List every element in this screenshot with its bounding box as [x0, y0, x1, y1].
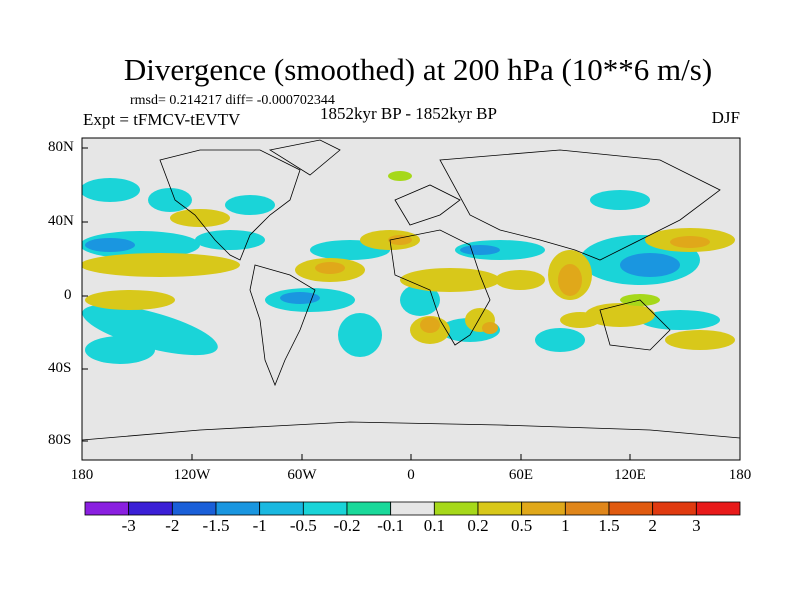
colorbar-box [652, 501, 697, 516]
lon-label: 120W [173, 467, 211, 483]
lon-label: 180 [70, 467, 94, 483]
colorbar-label: 0.2 [467, 516, 489, 535]
colorbar-box [608, 501, 654, 516]
colorbar-box [346, 501, 392, 516]
lon-label: 120E [614, 467, 646, 483]
colorbar-box [302, 501, 348, 516]
colorbar-label: 1.5 [598, 516, 620, 535]
season-label: DJF [711, 108, 740, 127]
lat-label: 40N [48, 213, 74, 229]
colorbar-box [477, 501, 523, 516]
lon-label: 60W [287, 467, 317, 483]
axis-ticks [82, 147, 631, 460]
colorbar-label: 2 [648, 516, 657, 535]
colorbar-label: -1 [252, 516, 267, 535]
lat-label: 80N [48, 139, 74, 155]
lat-label: 80S [48, 432, 72, 448]
coastlines [82, 139, 740, 441]
lon-label: 180 [728, 467, 752, 483]
colorbar-box [521, 501, 566, 516]
colorbar-label: 1 [561, 516, 570, 535]
colorbar-box [390, 501, 435, 516]
colorbar-label: 0.5 [511, 516, 533, 535]
colorbar-box [695, 501, 741, 516]
colorbar-label: -0.1 [377, 516, 405, 535]
lon-label: 0 [407, 467, 415, 483]
colorbar-box [171, 501, 217, 516]
colorbar-box [128, 501, 173, 516]
colorbar-label: 3 [692, 516, 701, 535]
colorbar-box [259, 501, 304, 516]
colorbar-label: -3 [121, 516, 136, 535]
lat-label: 0 [64, 287, 72, 303]
lon-label: 60E [508, 467, 534, 483]
divergence-field [82, 171, 735, 364]
colorbar-box [84, 501, 130, 516]
stats-label: rmsd= 0.214217 diff= -0.000702344 [130, 93, 335, 108]
colorbar-label: -0.5 [289, 516, 317, 535]
colorbar-label: 0.1 [423, 516, 445, 535]
lat-label: 40S [48, 360, 72, 376]
colorbar [84, 501, 741, 516]
colorbar-box [215, 501, 261, 516]
experiment-label: Expt = tFMCV-tEVTV [83, 110, 241, 129]
colorbar-label: -1.5 [202, 516, 230, 535]
colorbar-label: -0.2 [333, 516, 361, 535]
period-label: 1852kyr BP - 1852kyr BP [320, 104, 497, 123]
colorbar-label: -2 [165, 516, 180, 535]
plot-title: Divergence (smoothed) at 200 hPa (10**6 … [123, 52, 713, 87]
colorbar-box [433, 501, 479, 516]
colorbar-box [564, 501, 610, 516]
